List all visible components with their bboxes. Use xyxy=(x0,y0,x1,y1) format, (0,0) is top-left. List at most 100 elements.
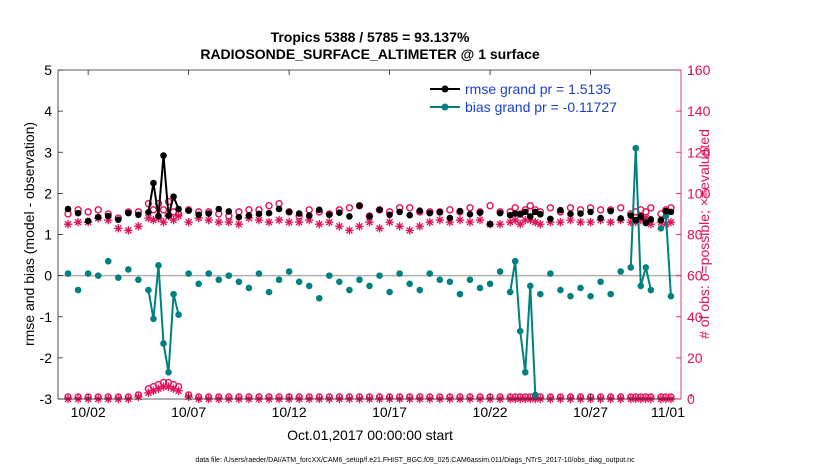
bias-segment xyxy=(529,285,537,395)
bias-segment xyxy=(509,261,517,293)
bias-point xyxy=(175,311,182,318)
bias-point xyxy=(531,391,539,399)
obs-evaluated-point-stroke xyxy=(315,220,323,228)
rmse-point xyxy=(597,214,604,222)
bias-point xyxy=(496,268,504,275)
rmse-point xyxy=(185,207,192,214)
rmse-point xyxy=(305,212,313,219)
y-ticks-right: 020406080100120140160 xyxy=(676,62,711,407)
obs-evaluated-point xyxy=(315,220,324,229)
obs-evaluated-point-stroke xyxy=(556,218,564,226)
bias-point xyxy=(662,212,670,220)
rmse-point xyxy=(456,207,464,215)
rmse-point xyxy=(205,210,213,217)
x-tick-label: 10/22 xyxy=(473,404,508,420)
bias-segment xyxy=(162,343,170,373)
y-tick-right-label: 120 xyxy=(687,144,711,160)
bias-point xyxy=(64,270,72,277)
obs-evaluated-point-stroke xyxy=(275,216,283,224)
x-axis-label: Oct.01,2017 00:00:00 start xyxy=(287,427,453,443)
bias-point xyxy=(667,292,675,300)
obs-evaluated-point-stroke xyxy=(456,216,464,224)
rmse-point xyxy=(285,208,293,216)
obs-possible-point xyxy=(446,206,454,214)
bias-segment xyxy=(157,265,165,344)
x-tick-label: 10/07 xyxy=(171,404,206,420)
bias-point xyxy=(94,272,102,279)
obs-evaluated-point-stroke xyxy=(205,216,213,224)
obs-evaluated-point xyxy=(556,217,565,227)
obs-evaluated-point xyxy=(73,217,83,227)
bias-point xyxy=(637,282,645,290)
obs-evaluated-point xyxy=(345,226,354,235)
y-tick-right-label: 140 xyxy=(687,103,711,119)
y-tick-left-label: -2 xyxy=(40,350,53,366)
rmse-point xyxy=(662,207,670,215)
bias-point xyxy=(537,290,544,298)
obs-evaluated-point xyxy=(234,220,244,229)
obs-evaluated-point-stroke xyxy=(325,218,333,226)
rmse-point xyxy=(436,208,444,216)
rmse-point xyxy=(346,213,353,220)
obs-evaluated-point xyxy=(415,222,424,231)
bias-point xyxy=(547,270,554,277)
rmse-point xyxy=(537,211,544,218)
bias-point xyxy=(617,268,625,275)
rmse-point xyxy=(326,211,333,219)
obs-evaluated-point-stroke xyxy=(577,218,584,226)
bias-point xyxy=(84,270,92,277)
bias-point xyxy=(627,264,635,271)
obs-evaluated-point-stroke xyxy=(295,218,303,226)
obs-evaluated-point-stroke xyxy=(567,216,574,224)
obs-possible-point xyxy=(159,206,168,214)
bias-point xyxy=(506,288,514,296)
obs-evaluated-point-stroke xyxy=(356,222,363,230)
rmse-point xyxy=(386,211,393,219)
rmse-point xyxy=(94,213,102,221)
rmse-point xyxy=(511,210,519,217)
y-ticks-left: -3 -2 -1 0 1 2 3 4 5 xyxy=(40,62,63,407)
rmse-point xyxy=(336,209,343,217)
bias-point xyxy=(185,270,192,277)
obs-evaluated-point-stroke xyxy=(345,226,353,234)
y-tick-left-label: -1 xyxy=(40,309,53,325)
rmse-point xyxy=(426,209,434,217)
bias-point xyxy=(165,368,172,376)
rmse-point xyxy=(265,209,273,217)
rmse-point xyxy=(521,208,529,216)
bias-point xyxy=(305,282,313,290)
obs-evaluated-point xyxy=(576,217,585,227)
obs-possible-point xyxy=(526,202,534,210)
bias-point xyxy=(567,292,574,300)
obs-evaluated-point xyxy=(134,222,143,231)
rmse-point xyxy=(225,208,233,215)
bias-point xyxy=(275,276,283,284)
legend-bias-label: bias grand pr = -0.11727 xyxy=(465,99,617,115)
obs-evaluated-point-stroke xyxy=(647,220,655,228)
rmse-segment xyxy=(157,155,165,217)
obs-evaluated-point xyxy=(465,217,475,227)
rmse-point xyxy=(150,179,157,187)
obs-evaluated-point xyxy=(425,217,434,227)
bottom-evaluated-point-stroke xyxy=(170,385,177,393)
obs-evaluated-point xyxy=(395,222,404,231)
bias-point xyxy=(145,286,152,294)
bias-point xyxy=(466,276,474,284)
y-tick-right-label: 20 xyxy=(687,350,703,366)
rmse-point xyxy=(215,205,223,213)
obs-possible-point xyxy=(84,208,92,216)
rmse-point xyxy=(446,214,454,222)
rmse-point xyxy=(245,212,253,219)
obs-evaluated-point xyxy=(264,217,274,227)
bias-point xyxy=(416,286,424,294)
obs-evaluated-point-stroke xyxy=(285,218,293,226)
x-tick-label: 10/17 xyxy=(372,404,407,420)
obs-evaluated-point xyxy=(405,226,414,235)
obs-evaluated-point xyxy=(274,215,284,225)
bottom-evaluated-point xyxy=(134,392,143,402)
bias-point xyxy=(104,257,112,265)
data-file-footer: data file: /Users/raeder/DAI/ATM_forcXX/… xyxy=(195,457,635,464)
rmse-point xyxy=(642,219,650,227)
bottom-evaluated-point-stroke xyxy=(165,383,172,391)
